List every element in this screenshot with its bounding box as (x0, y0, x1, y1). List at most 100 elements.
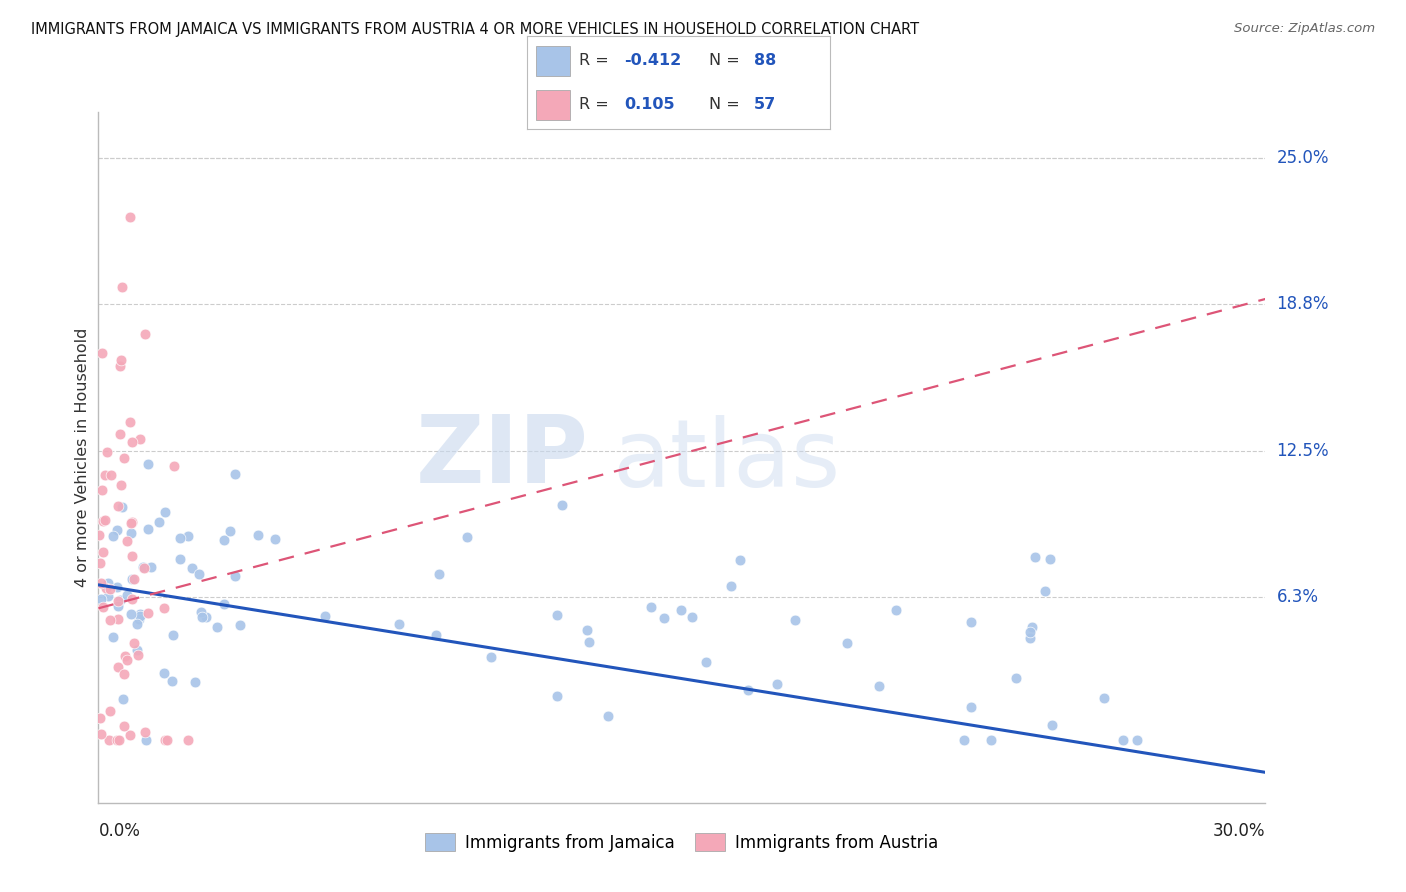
Point (546, 608, 568, 623)
Point (156, 732, 179, 747)
Point (105, 523, 128, 537)
Point (121, 434, 143, 449)
Point (960, 699, 983, 714)
Point (97, 589, 120, 603)
Point (90, 346, 112, 360)
Point (107, 660, 129, 674)
Point (576, 623, 599, 637)
Point (1092, 690, 1115, 705)
Point (105, 580, 128, 594)
Point (121, 591, 143, 606)
Point (120, 415, 142, 429)
Point (107, 612, 129, 626)
Text: Source: ZipAtlas.com: Source: ZipAtlas.com (1234, 22, 1375, 36)
Text: 12.5%: 12.5% (1277, 442, 1329, 460)
Point (152, 665, 174, 680)
Point (98, 613, 121, 627)
Point (456, 530, 478, 544)
Point (91, 545, 114, 559)
Point (153, 732, 176, 747)
Point (118, 728, 141, 742)
Point (98, 582, 121, 597)
Text: 25.0%: 25.0% (1277, 149, 1329, 168)
Point (112, 450, 135, 465)
Point (96, 445, 118, 459)
Point (89, 710, 111, 724)
Point (835, 636, 858, 650)
FancyBboxPatch shape (536, 90, 569, 120)
Point (1042, 717, 1064, 731)
Point (427, 566, 450, 581)
Point (1039, 552, 1062, 566)
Text: atlas: atlas (612, 415, 841, 507)
Point (190, 605, 212, 619)
Point (121, 516, 143, 530)
Point (107, 499, 129, 513)
Point (952, 732, 974, 747)
Point (263, 532, 285, 546)
Text: 57: 57 (754, 97, 776, 112)
Point (195, 610, 218, 624)
Point (1112, 732, 1135, 747)
Point (97, 732, 120, 747)
Point (89, 556, 111, 570)
Point (134, 327, 156, 342)
Point (90, 727, 112, 741)
Point (110, 477, 132, 491)
Point (1019, 631, 1042, 645)
Point (118, 210, 141, 224)
Point (90, 576, 112, 591)
Point (105, 732, 128, 747)
Point (128, 612, 150, 626)
Legend: Immigrants from Jamaica, Immigrants from Austria: Immigrants from Jamaica, Immigrants from… (418, 825, 946, 860)
Point (117, 588, 139, 602)
Point (868, 679, 890, 693)
Y-axis label: 4 or more Vehicles in Household: 4 or more Vehicles in Household (75, 327, 90, 587)
Point (246, 527, 269, 541)
Point (135, 732, 157, 747)
Point (229, 618, 252, 632)
Point (111, 500, 134, 515)
Point (129, 607, 152, 622)
Point (129, 608, 152, 623)
Point (1021, 620, 1043, 634)
Point (120, 607, 142, 621)
Point (110, 352, 132, 367)
Point (110, 593, 132, 607)
Point (177, 529, 200, 543)
Point (94, 512, 117, 526)
Point (90, 591, 112, 606)
Point (177, 732, 200, 747)
Point (120, 516, 142, 531)
Point (180, 561, 202, 575)
Point (783, 613, 806, 627)
Point (314, 609, 336, 624)
Point (169, 552, 191, 566)
Point (596, 709, 619, 723)
Point (136, 606, 159, 620)
Point (127, 648, 149, 663)
Point (160, 673, 183, 688)
Point (884, 603, 907, 617)
Point (669, 603, 692, 617)
Point (737, 683, 759, 698)
Point (388, 617, 411, 632)
Text: 18.8%: 18.8% (1277, 294, 1329, 313)
Point (184, 675, 207, 690)
Point (479, 649, 502, 664)
Point (97, 575, 120, 590)
Point (551, 499, 574, 513)
Point (134, 725, 156, 739)
Point (219, 524, 242, 538)
Point (121, 572, 143, 586)
Point (112, 719, 135, 733)
Text: 88: 88 (754, 54, 776, 69)
Point (94, 581, 117, 595)
Point (681, 610, 703, 624)
Point (1035, 583, 1057, 598)
Text: R =: R = (579, 97, 619, 112)
Point (132, 561, 155, 575)
Point (115, 653, 138, 667)
Point (425, 628, 447, 642)
Point (695, 656, 717, 670)
